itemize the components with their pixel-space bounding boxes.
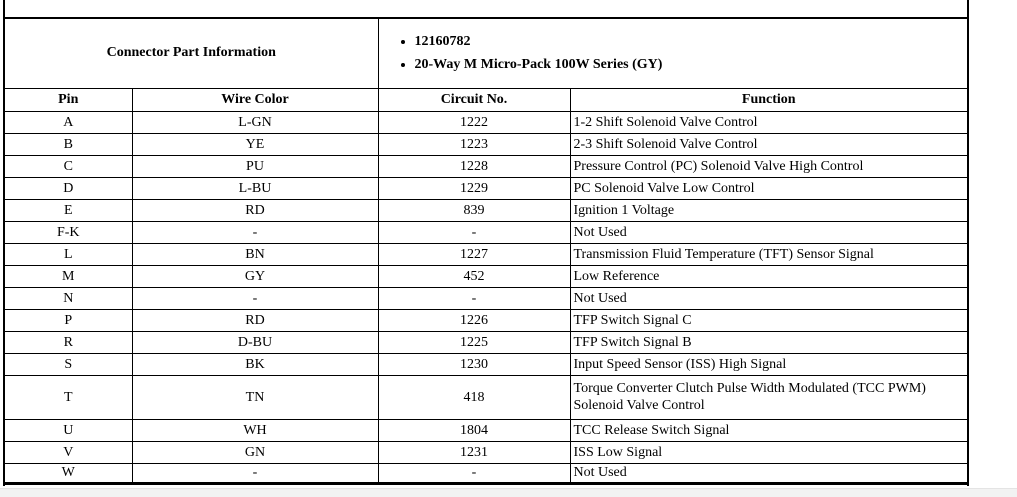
function-cell: PC Solenoid Valve Low Control [569, 176, 967, 200]
circuit-cell: 1230 [377, 352, 571, 376]
wire-color-cell: L-GN [131, 110, 379, 134]
function-cell: Torque Converter Clutch Pulse Width Modu… [569, 374, 967, 420]
function-cell: TCC Release Switch Signal [569, 418, 967, 442]
connector-part-info-details: 12160782 20-Way M Micro-Pack 100W Series… [377, 17, 968, 89]
part-number: 12160782 [415, 30, 968, 53]
pin-cell: B [5, 132, 133, 156]
table-row-pin-p: P RD 1226 TFP Switch Signal C [5, 308, 967, 332]
pin-cell: M [5, 264, 133, 288]
wire-color-cell: GN [131, 440, 379, 464]
function-cell: Input Speed Sensor (ISS) High Signal [569, 352, 967, 376]
circuit-cell: 1231 [377, 440, 571, 464]
function-cell: Not Used [569, 462, 967, 484]
pin-cell: A [5, 110, 133, 134]
wire-color-cell: WH [131, 418, 379, 442]
circuit-cell: 1229 [377, 176, 571, 200]
function-cell: Not Used [569, 286, 967, 310]
circuit-cell: - [377, 286, 571, 310]
circuit-cell: 418 [377, 374, 571, 420]
wire-color-cell: RD [131, 198, 379, 222]
pin-cell: R [5, 330, 133, 354]
wire-color-cell: YE [131, 132, 379, 156]
table-row-pin-r: R D-BU 1225 TFP Switch Signal B [5, 330, 967, 354]
wire-color-cell: PU [131, 154, 379, 178]
table-row-pin-s: S BK 1230 Input Speed Sensor (ISS) High … [5, 352, 967, 376]
function-cell: TFP Switch Signal B [569, 330, 967, 354]
function-cell: Not Used [569, 220, 967, 244]
function-cell: TFP Switch Signal C [569, 308, 967, 332]
wire-color-cell: L-BU [131, 176, 379, 200]
pin-cell: S [5, 352, 133, 376]
connector-series: 20-Way M Micro-Pack 100W Series (GY) [415, 53, 968, 76]
table-row-pin-n: N - - Not Used [5, 286, 967, 310]
circuit-cell: 452 [377, 264, 571, 288]
function-cell: Ignition 1 Voltage [569, 198, 967, 222]
circuit-cell: 1228 [377, 154, 571, 178]
wire-color-cell: GY [131, 264, 379, 288]
wire-color-cell: TN [131, 374, 379, 420]
pin-cell: T [5, 374, 133, 420]
horizontal-scrollbar-track[interactable] [0, 488, 1017, 497]
table-row-pin-a: A L-GN 1222 1-2 Shift Solenoid Valve Con… [5, 110, 967, 134]
pin-cell: N [5, 286, 133, 310]
table-row-pin-w: W - - Not Used [5, 462, 967, 484]
table-row-pin-m: M GY 452 Low Reference [5, 264, 967, 288]
table-row-pin-u: U WH 1804 TCC Release Switch Signal [5, 418, 967, 442]
pin-cell: F-K [5, 220, 133, 244]
column-header-pin: Pin [5, 87, 133, 112]
circuit-cell: 1227 [377, 242, 571, 266]
circuit-cell: 1226 [377, 308, 571, 332]
connector-part-info-title: Connector Part Information [5, 17, 379, 89]
table-row-pin-l: L BN 1227 Transmission Fluid Temperature… [5, 242, 967, 266]
table-row-pin-e: E RD 839 Ignition 1 Voltage [5, 198, 967, 222]
pin-cell: U [5, 418, 133, 442]
column-header-function: Function [569, 87, 967, 112]
circuit-cell: 1804 [377, 418, 571, 442]
table-row-pin-b: B YE 1223 2-3 Shift Solenoid Valve Contr… [5, 132, 967, 156]
column-header-wire-color: Wire Color [131, 87, 379, 112]
wire-color-cell: D-BU [131, 330, 379, 354]
pin-cell: C [5, 154, 133, 178]
pin-cell: L [5, 242, 133, 266]
column-header-row: Pin Wire Color Circuit No. Function [5, 87, 967, 112]
wire-color-cell: BK [131, 352, 379, 376]
table-row-pin-v: V GN 1231 ISS Low Signal [5, 440, 967, 464]
pin-cell: W [5, 462, 133, 484]
function-cell: Pressure Control (PC) Solenoid Valve Hig… [569, 154, 967, 178]
connector-part-bullet-list: 12160782 20-Way M Micro-Pack 100W Series… [379, 30, 968, 76]
circuit-cell: 839 [377, 198, 571, 222]
function-cell: Transmission Fluid Temperature (TFT) Sen… [569, 242, 967, 266]
circuit-cell: 1223 [377, 132, 571, 156]
function-cell: Low Reference [569, 264, 967, 288]
wire-color-cell: - [131, 286, 379, 310]
wire-color-cell: - [131, 462, 379, 484]
pin-cell: E [5, 198, 133, 222]
pin-cell: V [5, 440, 133, 464]
cutoff-row-above [5, 0, 967, 17]
table-row-pin-c: C PU 1228 Pressure Control (PC) Solenoid… [5, 154, 967, 178]
connector-pinout-table: Connector Part Information 12160782 20-W… [5, 17, 967, 485]
circuit-cell: 1225 [377, 330, 571, 354]
function-cell: ISS Low Signal [569, 440, 967, 464]
connector-table-frame: Connector Part Information 12160782 20-W… [3, 0, 969, 486]
column-header-circuit-no: Circuit No. [377, 87, 571, 112]
connector-part-info-row: Connector Part Information 12160782 20-W… [5, 17, 968, 89]
wire-color-cell: BN [131, 242, 379, 266]
circuit-cell: - [377, 220, 571, 244]
table-row-pin-d: D L-BU 1229 PC Solenoid Valve Low Contro… [5, 176, 967, 200]
circuit-cell: - [377, 462, 571, 484]
pin-cell: P [5, 308, 133, 332]
table-row-pin-f-k: F-K - - Not Used [5, 220, 967, 244]
function-cell: 1-2 Shift Solenoid Valve Control [569, 110, 967, 134]
wire-color-cell: RD [131, 308, 379, 332]
circuit-cell: 1222 [377, 110, 571, 134]
table-row-pin-t: T TN 418 Torque Converter Clutch Pulse W… [5, 374, 967, 420]
wire-color-cell: - [131, 220, 379, 244]
function-cell: 2-3 Shift Solenoid Valve Control [569, 132, 967, 156]
pin-cell: D [5, 176, 133, 200]
